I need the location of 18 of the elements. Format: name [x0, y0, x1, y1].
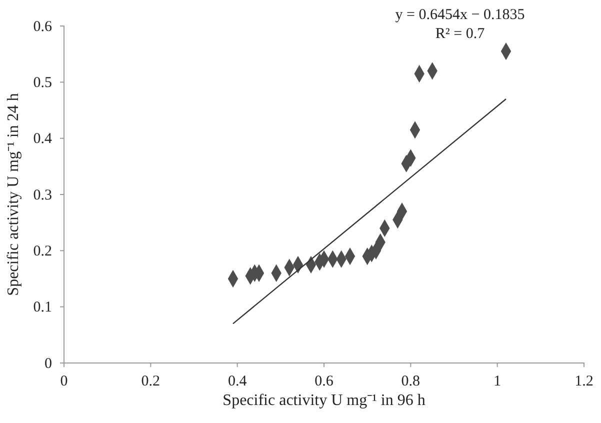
x-tick-label: 0.8: [401, 374, 420, 390]
y-tick-label: 0.5: [33, 74, 52, 91]
y-tick-label: 0: [44, 356, 52, 372]
x-tick-label: 1.2: [574, 374, 594, 390]
x-tick-label: 0.2: [141, 374, 160, 390]
y-tick-label: 0.6: [33, 18, 52, 35]
x-tick-label: 0.6: [314, 374, 334, 390]
y-axis-title: Specific activity U mg⁻¹ in 24 h: [5, 93, 22, 296]
annotation: R² = 0.7: [435, 26, 486, 42]
x-tick-label: 1: [494, 374, 502, 390]
x-tick-label: 0: [60, 374, 68, 390]
x-axis-title: Specific activity U mg⁻¹ in 96 h: [222, 392, 426, 409]
text: y = 0.6454x − 0.1835: [395, 7, 525, 23]
x-tick-label: 0.4: [228, 374, 248, 390]
y-tick-label: 0.1: [33, 300, 52, 316]
y-tick-label: 0.3: [33, 187, 52, 204]
y-tick-label: 0.4: [33, 131, 52, 148]
y-tick-label: 0.2: [33, 243, 52, 260]
